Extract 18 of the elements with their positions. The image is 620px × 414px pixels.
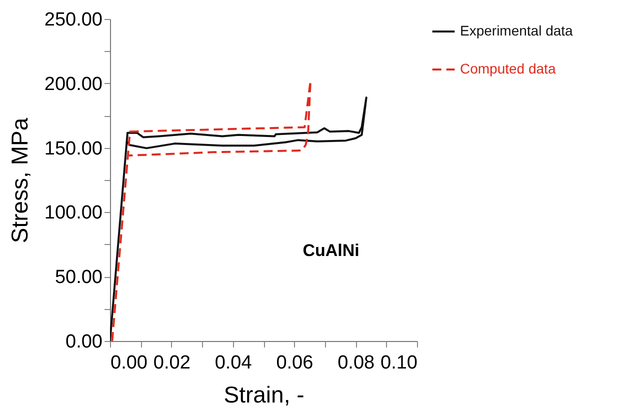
annotation: CuAlNi [302,240,360,260]
y-tick-label: 250.00 [44,10,102,30]
y-tick-label: 150.00 [44,138,102,160]
legend-label: Computed data [460,60,556,76]
y-axis-title: Stress, MPa [6,118,32,244]
x-tick-label: 0.06 [276,352,314,374]
x-tick-label: 0.04 [214,352,252,374]
y-tick-label: 0.00 [66,332,102,352]
x-tick-label: 0.02 [153,352,190,374]
y-tick-label: 200.00 [44,74,102,95]
legend-label: Experimental data [460,22,574,38]
y-tick-label: 100.00 [44,202,102,224]
x-tick-label: 0.08 [338,352,375,374]
x-tick-label: 0.10 [380,352,418,374]
x-axis-title: Strain, - [224,382,304,408]
x-tick-label: 0.00 [110,352,148,374]
y-tick-label: 50.00 [54,267,102,288]
line-series [110,96,368,341]
